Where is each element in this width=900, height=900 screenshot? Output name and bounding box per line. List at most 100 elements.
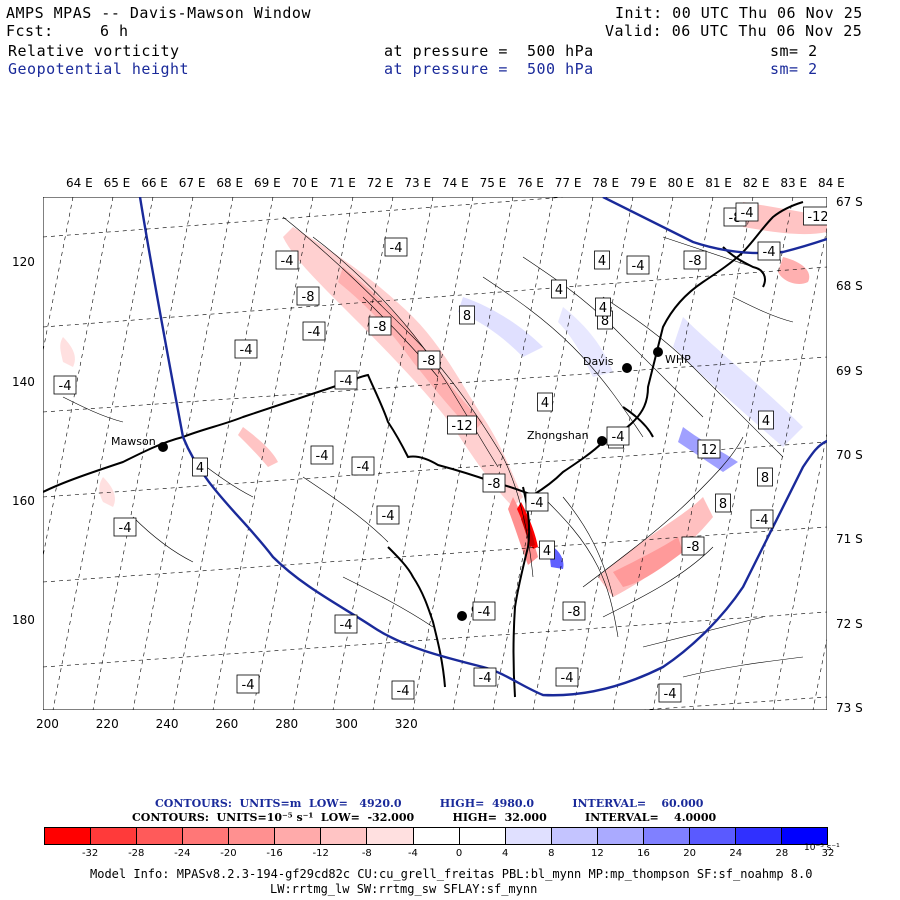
contour-label: 4 — [758, 410, 774, 430]
longitude-label: 64 E — [66, 176, 93, 190]
color-bar-tick: -24 — [174, 848, 191, 859]
svg-text:-4: -4 — [479, 671, 492, 686]
contour-label: -8 — [482, 473, 506, 493]
svg-text:-4: -4 — [397, 684, 410, 699]
contour-label: -4 — [236, 674, 260, 694]
latitude-label: 67 S — [836, 195, 863, 209]
latitude-label: 68 S — [836, 279, 863, 294]
contour-label: -4 — [234, 339, 258, 359]
svg-text:-4: -4 — [59, 379, 72, 394]
field2-name: Geopotential height — [8, 60, 190, 78]
svg-text:-8: -8 — [423, 354, 436, 369]
y-tick-label: 180 — [12, 613, 35, 627]
color-bar-swatch — [91, 828, 138, 844]
svg-text:4: 4 — [196, 461, 204, 476]
contour-label: -4 — [376, 505, 400, 525]
contour-label: -4 — [391, 680, 415, 700]
svg-text:-8: -8 — [568, 605, 581, 620]
station-zhongshan-label: Zhongshan — [527, 429, 589, 442]
forecast-label: Fcst: — [6, 22, 54, 40]
plot-title: AMPS MPAS -- Davis-Mawson Window — [6, 4, 311, 22]
contour-label: 4 — [551, 279, 567, 299]
color-bar — [44, 827, 828, 845]
color-bar-unit: 10⁻⁵ s⁻¹ — [804, 843, 840, 853]
forecast-hour: 6 h — [100, 22, 129, 40]
longitude-label: 82 E — [742, 176, 770, 190]
color-bar-tick: 16 — [637, 848, 650, 859]
contour-label: -4 — [757, 241, 781, 261]
color-bar-tick: 0 — [455, 848, 463, 859]
contour-label: -8 — [296, 286, 320, 306]
field2-level: at pressure = 500 hPa — [384, 60, 594, 78]
contour-label: -8 — [681, 536, 705, 556]
longitude-label: 66 E — [141, 176, 168, 190]
latitude-label: 71 S — [836, 532, 863, 547]
svg-text:-4: -4 — [242, 678, 255, 693]
color-bar-tick: 32 — [821, 848, 835, 859]
svg-text:-4: -4 — [119, 521, 132, 536]
svg-text:4: 4 — [762, 414, 770, 429]
station-davis-marker — [622, 363, 632, 373]
svg-text:4: 4 — [599, 301, 607, 316]
svg-text:4: 4 — [543, 544, 551, 559]
model-info-line1: Model Info: MPASv8.2.3-194-gf29cd82c CU:… — [90, 867, 813, 881]
color-bar-swatch — [413, 828, 460, 844]
svg-text:4: 4 — [555, 283, 563, 298]
vorticity-contour-legend: CONTOURS: UNITS=10⁻⁵ s⁻¹ LOW= -32.000 HI… — [132, 811, 717, 824]
contour-label: -12 — [803, 206, 827, 226]
longitude-label: 76 E — [517, 176, 544, 190]
latitude-label: 72 S — [836, 616, 863, 631]
color-bar-tick: 12 — [591, 848, 604, 859]
latitude-label: 70 S — [836, 447, 863, 462]
svg-text:-4: -4 — [357, 460, 370, 475]
lat-lon-grid — [43, 197, 827, 710]
svg-text:8: 8 — [463, 309, 471, 324]
color-bar-swatch — [183, 828, 230, 844]
svg-text:-4: -4 — [664, 687, 677, 702]
svg-text:-8: -8 — [687, 540, 700, 555]
contour-label: -4 — [113, 517, 137, 537]
contour-label: -8 — [368, 316, 392, 336]
svg-text:8: 8 — [719, 497, 727, 512]
y-tick-label: 140 — [12, 375, 35, 389]
svg-text:-8: -8 — [689, 254, 702, 269]
station-mawson-marker — [158, 442, 168, 452]
vorticity-shading — [60, 202, 827, 597]
longitude-label: 75 E — [479, 176, 507, 190]
contour-label: -12 — [447, 415, 477, 435]
svg-text:-4: -4 — [741, 206, 754, 221]
station-g3-marker — [457, 611, 467, 621]
color-bar-swatch — [551, 828, 598, 844]
station-zhongshan-marker — [597, 436, 607, 446]
contour-label: -4 — [555, 667, 579, 687]
color-bar-swatch — [137, 828, 184, 844]
svg-text:-4: -4 — [763, 245, 776, 260]
svg-text:-12: -12 — [807, 210, 827, 225]
contour-label: -4 — [735, 202, 759, 222]
color-bar-tick: 20 — [683, 848, 697, 859]
station-mawson-label: Mawson — [111, 435, 156, 448]
svg-text:-4: -4 — [632, 259, 645, 274]
longitude-label: 70 E — [291, 176, 319, 190]
longitude-label: 83 E — [780, 176, 808, 190]
color-bar-swatch — [275, 828, 322, 844]
contour-label: -4 — [606, 426, 630, 446]
svg-text:-4: -4 — [382, 509, 395, 524]
init-time: Init: 00 UTC Thu 06 Nov 25 — [615, 4, 863, 22]
latitude-label: 69 S — [836, 363, 863, 378]
contour-label: 4 — [192, 457, 208, 477]
color-bar-swatch — [45, 828, 92, 844]
y-tick-label: 160 — [12, 494, 35, 508]
color-bar-tick: -28 — [128, 848, 145, 859]
color-bar-tick: -20 — [220, 848, 237, 859]
field2-smoothing: sm= 2 — [770, 60, 818, 78]
field1-level: at pressure = 500 hPa — [384, 42, 594, 60]
color-bar-tick: -32 — [81, 848, 99, 859]
contour-label: 8 — [715, 493, 731, 513]
svg-text:-4: -4 — [756, 513, 769, 528]
svg-text:-8: -8 — [488, 477, 501, 492]
svg-text:8: 8 — [601, 314, 609, 329]
svg-text:4: 4 — [541, 396, 549, 411]
longitude-label: 71 E — [329, 176, 356, 190]
